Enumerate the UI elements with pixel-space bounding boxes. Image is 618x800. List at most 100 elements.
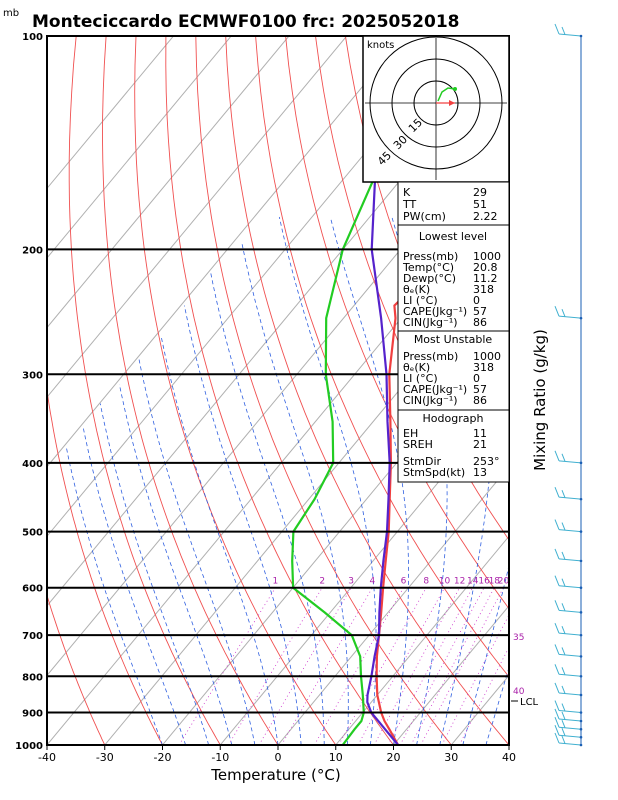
wind-barb-dot: [579, 586, 583, 590]
dry-adiabat: [47, 387, 163, 745]
pressure-label: 500: [22, 528, 43, 539]
isotherm: [277, 465, 509, 745]
wind-barb-flag: [554, 622, 560, 634]
mixing-ratio-line: [399, 587, 485, 745]
moist-adiabat: [241, 241, 349, 745]
hodograph-ring-15: [413, 80, 459, 126]
right-axis-label: Mixing Ratio (g/kg): [531, 329, 549, 471]
theta-label: 40: [513, 687, 525, 697]
wind-barb-flag: [554, 548, 560, 560]
stat-value: 20.8: [473, 261, 498, 274]
stat-label: CAPE(Jkg⁻¹): [403, 305, 467, 318]
hodograph-inset: knots 15 30 45: [362, 35, 510, 183]
stat-value: 1000: [473, 350, 501, 363]
wind-barb-flag: [561, 703, 566, 712]
stat-label: EH: [403, 427, 418, 440]
wind-barb-flag: [561, 667, 566, 675]
wind-barb-flag: [554, 700, 560, 711]
stat-value: 0: [473, 372, 480, 385]
mixing-ratio-line: [387, 587, 474, 745]
mixing-ratio-line: [357, 587, 445, 745]
hodograph-trace: [437, 87, 456, 102]
wind-barb: [558, 726, 582, 730]
moist-adiabat: [65, 447, 163, 745]
stat-value: 86: [473, 316, 487, 329]
pressure-unit-label: mb: [3, 8, 19, 19]
x-tick-label: -30: [96, 751, 114, 764]
x-axis-label: Temperature (°C): [210, 766, 340, 784]
indices-frame: [397, 181, 510, 483]
storm-motion-arrowhead: [449, 100, 455, 106]
hodograph-trace-end: [453, 87, 457, 91]
moist-adiabat: [99, 403, 210, 745]
wind-barb: [558, 609, 582, 613]
pressure-label: 700: [22, 631, 43, 642]
wind-barb-dot: [579, 34, 583, 38]
hodograph-label: knots: [367, 40, 394, 51]
wind-barb-flag: [561, 26, 566, 35]
moist-adiabat: [210, 271, 325, 745]
mixing-ratio-label: 16: [478, 577, 490, 587]
dry-adiabat: [195, 36, 452, 745]
wind-barb-dot: [579, 461, 583, 465]
x-tick-label: 30: [444, 751, 458, 764]
isotherm: [219, 396, 509, 745]
mixing-ratio-line: [314, 587, 404, 745]
wind-barb-flag: [561, 308, 566, 317]
wind-barbs: [554, 23, 583, 747]
dry-adiabat: [555, 36, 618, 745]
wind-barb-flag: [561, 625, 566, 634]
stat-label: CIN(Jkg⁻¹): [403, 316, 458, 329]
wind-barb-flag: [554, 600, 560, 611]
stat-label: θₑ(K): [403, 361, 430, 374]
moist-adiabat: [184, 305, 302, 745]
wind-barb-dot: [579, 611, 583, 614]
x-tick-label: -40: [38, 751, 56, 764]
wind-barb-flag: [561, 578, 566, 587]
mixing-ratio-line: [338, 587, 427, 745]
stat-label: θₑ(K): [403, 283, 430, 296]
dry-adiabat: [102, 36, 279, 745]
mixing-ratio-label: 10: [439, 577, 451, 587]
wind-barb-flag: [561, 453, 566, 462]
mixing-ratio-label: 1: [273, 577, 279, 587]
wind-barb-flag: [554, 644, 560, 655]
stat-label: Press(mb): [403, 350, 458, 363]
stat-value: 11: [473, 427, 487, 440]
most-unstable-header: Most Unstable: [414, 333, 493, 346]
wind-barb-dot: [579, 727, 583, 731]
pressure-label: 100: [22, 32, 43, 43]
wind-barb: [558, 742, 582, 746]
stat-value: 0: [473, 294, 480, 307]
dry-adiabat: [134, 36, 337, 745]
hodograph-header: Hodograph: [423, 412, 484, 425]
stat-label: SREH: [403, 438, 433, 451]
dry-adiabat: [585, 36, 618, 745]
wind-barb: [558, 558, 582, 562]
stat-label: Press(mb): [403, 250, 458, 263]
lowest-level-header: Lowest level: [419, 230, 487, 243]
wind-barb-flag: [554, 450, 560, 462]
mixing-ratio-line: [410, 587, 495, 745]
isotherm: [47, 36, 348, 398]
x-tick-label: -20: [154, 751, 172, 764]
dry-adiabat: [315, 36, 509, 541]
x-axis: -40 -30 -20 -10 0 10 20 30 40: [38, 745, 516, 764]
tt-value: 51: [473, 198, 487, 211]
isotherm: [508, 744, 509, 745]
stat-value: 1000: [473, 250, 501, 263]
mixing-ratio-label: 2: [319, 577, 325, 587]
moist-adiabat: [391, 216, 448, 745]
wind-barb: [558, 460, 582, 464]
stat-label: StmDir: [403, 455, 442, 468]
mixing-ratio-label: 6: [401, 577, 407, 587]
wind-barb-flag: [561, 735, 566, 744]
pressure-label: 400: [22, 459, 43, 470]
wind-barb-flag: [554, 725, 560, 736]
wind-barb-dot: [579, 674, 583, 678]
tt-label: TT: [402, 198, 417, 211]
wind-barb: [558, 653, 582, 657]
wind-barb-flag: [561, 522, 566, 531]
indices-box: K 29 TT 51 PW(cm) 2.22 Lowest level Pres…: [397, 181, 510, 483]
